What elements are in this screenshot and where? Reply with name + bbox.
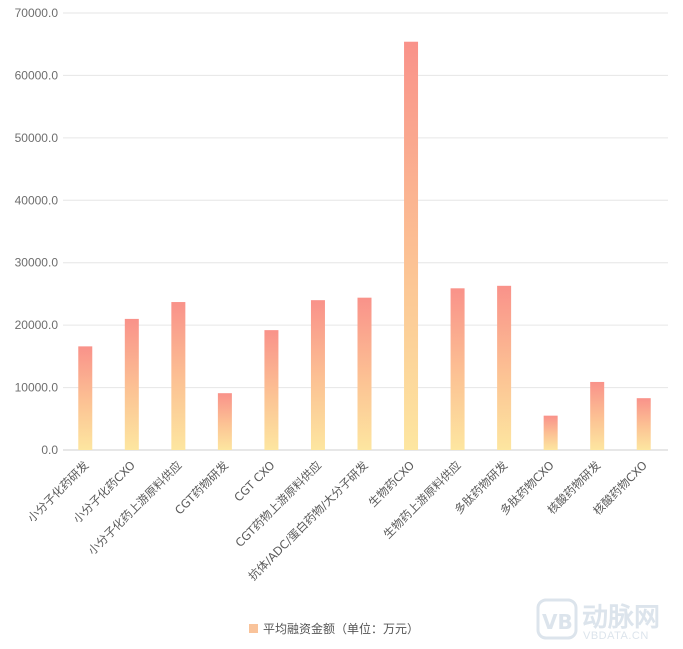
bar (264, 330, 279, 450)
bar (124, 318, 139, 450)
legend-swatch (249, 624, 258, 633)
bar (450, 288, 465, 450)
x-tick-label: CGT CXO (231, 458, 277, 504)
bar (590, 381, 605, 450)
bar (310, 300, 325, 450)
y-tick-label: 50000.0 (15, 131, 59, 145)
watermark-url: VBDATA.CN (583, 630, 649, 642)
bar (171, 302, 186, 450)
x-tick-label: 小分子化药上游原料供应 (85, 458, 184, 557)
bar (217, 393, 232, 450)
y-tick-label: 60000.0 (15, 68, 59, 82)
y-tick-label: 30000.0 (15, 256, 59, 270)
bar (543, 415, 558, 450)
bar (404, 41, 419, 451)
bar (78, 346, 93, 450)
y-tick-label: 0.0 (41, 443, 58, 457)
bar (497, 285, 512, 450)
y-tick-label: 20000.0 (15, 318, 59, 332)
watermark-logo-icon (536, 598, 578, 640)
y-tick-label: 10000.0 (15, 381, 59, 395)
legend: 平均融资金额（单位：万元） (249, 621, 419, 636)
watermark-logo-letters: VB (542, 610, 573, 634)
y-tick-label: 70000.0 (15, 6, 59, 20)
x-tick-label: CGT药物上游原料供应 (232, 458, 324, 550)
y-tick-label: 40000.0 (15, 193, 59, 207)
bars (78, 41, 651, 451)
watermark-brand: 动脉网 (582, 603, 660, 633)
bar (357, 297, 372, 450)
watermark: VB 动脉网 VBDATA.CN (536, 598, 660, 642)
y-axis-ticks: 0.0 10000.0 20000.0 30000.0 40000.0 50000.0 60… (15, 6, 59, 457)
x-tick-label: 生物药上游原料供应 (381, 458, 464, 541)
legend-label: 平均融资金额（单位：万元） (263, 621, 419, 636)
bar (636, 398, 651, 450)
